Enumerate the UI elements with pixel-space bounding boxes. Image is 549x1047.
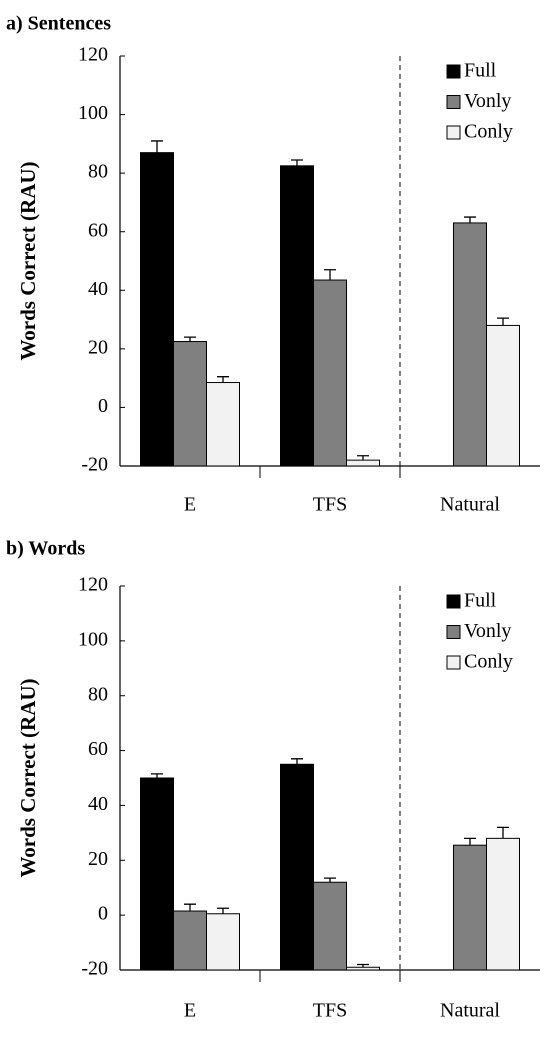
bar — [206, 913, 240, 971]
legend-swatch — [446, 64, 461, 79]
bar — [486, 837, 520, 971]
y-tick-label: 120 — [78, 44, 108, 66]
y-tick-label: 20 — [88, 336, 108, 358]
error-bar — [291, 758, 303, 765]
legend-label: Conly — [464, 651, 513, 673]
error-bar — [357, 455, 369, 461]
y-tick-label: 60 — [88, 738, 108, 760]
error-bar — [497, 317, 509, 326]
error-bar — [184, 336, 196, 342]
y-tick-label: 100 — [78, 628, 108, 650]
error-bar — [497, 826, 509, 839]
y-tick-label: 80 — [88, 161, 108, 183]
error-bar — [324, 269, 336, 281]
bar — [280, 763, 314, 971]
bar — [313, 279, 347, 467]
panel-title: a) Sentences — [6, 13, 111, 35]
panel-title: b) Words — [6, 538, 85, 560]
legend-label: Conly — [464, 121, 513, 143]
bar — [313, 881, 347, 971]
legend-label: Vonly — [464, 620, 511, 642]
bar — [453, 844, 487, 971]
x-tick-label: E — [184, 1000, 196, 1022]
legend-label: Full — [464, 590, 497, 612]
bar — [173, 910, 207, 971]
y-tick-label: 100 — [78, 102, 108, 124]
bar — [173, 341, 207, 467]
y-tick-label: 60 — [88, 219, 108, 241]
bar — [206, 382, 240, 467]
error-bar — [184, 903, 196, 912]
y-axis-label: Words Correct (RAU) — [16, 161, 40, 360]
bar — [453, 222, 487, 467]
bar — [486, 324, 520, 467]
legend-swatch — [446, 625, 461, 639]
y-tick-label: 120 — [78, 574, 108, 596]
x-tick-label: TFS — [313, 494, 347, 516]
legend-label: Vonly — [464, 90, 511, 112]
error-bar — [357, 963, 369, 968]
error-bar — [324, 877, 336, 883]
y-tick-label: 0 — [98, 395, 108, 417]
legend-swatch — [446, 95, 461, 109]
error-bar — [217, 376, 229, 383]
error-bar — [464, 216, 476, 223]
x-tick-label: Natural — [440, 1000, 500, 1022]
y-tick-label: 40 — [88, 278, 108, 300]
legend-swatch — [446, 594, 461, 609]
error-bar — [217, 907, 229, 914]
x-tick-label: TFS — [313, 1000, 347, 1022]
y-axis-label: Words Correct (RAU) — [16, 678, 40, 877]
error-bar — [464, 837, 476, 846]
legend-swatch — [446, 655, 461, 670]
y-tick-label: 0 — [98, 903, 108, 925]
bar — [140, 152, 174, 467]
error-bar — [291, 159, 303, 166]
y-tick-label: 80 — [88, 683, 108, 705]
y-tick-label: -20 — [81, 454, 108, 476]
legend-label: Full — [464, 60, 497, 82]
error-bar — [151, 773, 163, 778]
x-tick-label: E — [184, 494, 196, 516]
bar — [280, 165, 314, 467]
bar — [140, 777, 174, 971]
y-tick-label: 40 — [88, 793, 108, 815]
y-tick-label: -20 — [81, 958, 108, 980]
bar — [346, 459, 380, 467]
y-tick-label: 20 — [88, 848, 108, 870]
legend-swatch — [446, 125, 461, 140]
x-tick-label: Natural — [440, 494, 500, 516]
error-bar — [151, 140, 163, 153]
bar — [346, 966, 380, 971]
